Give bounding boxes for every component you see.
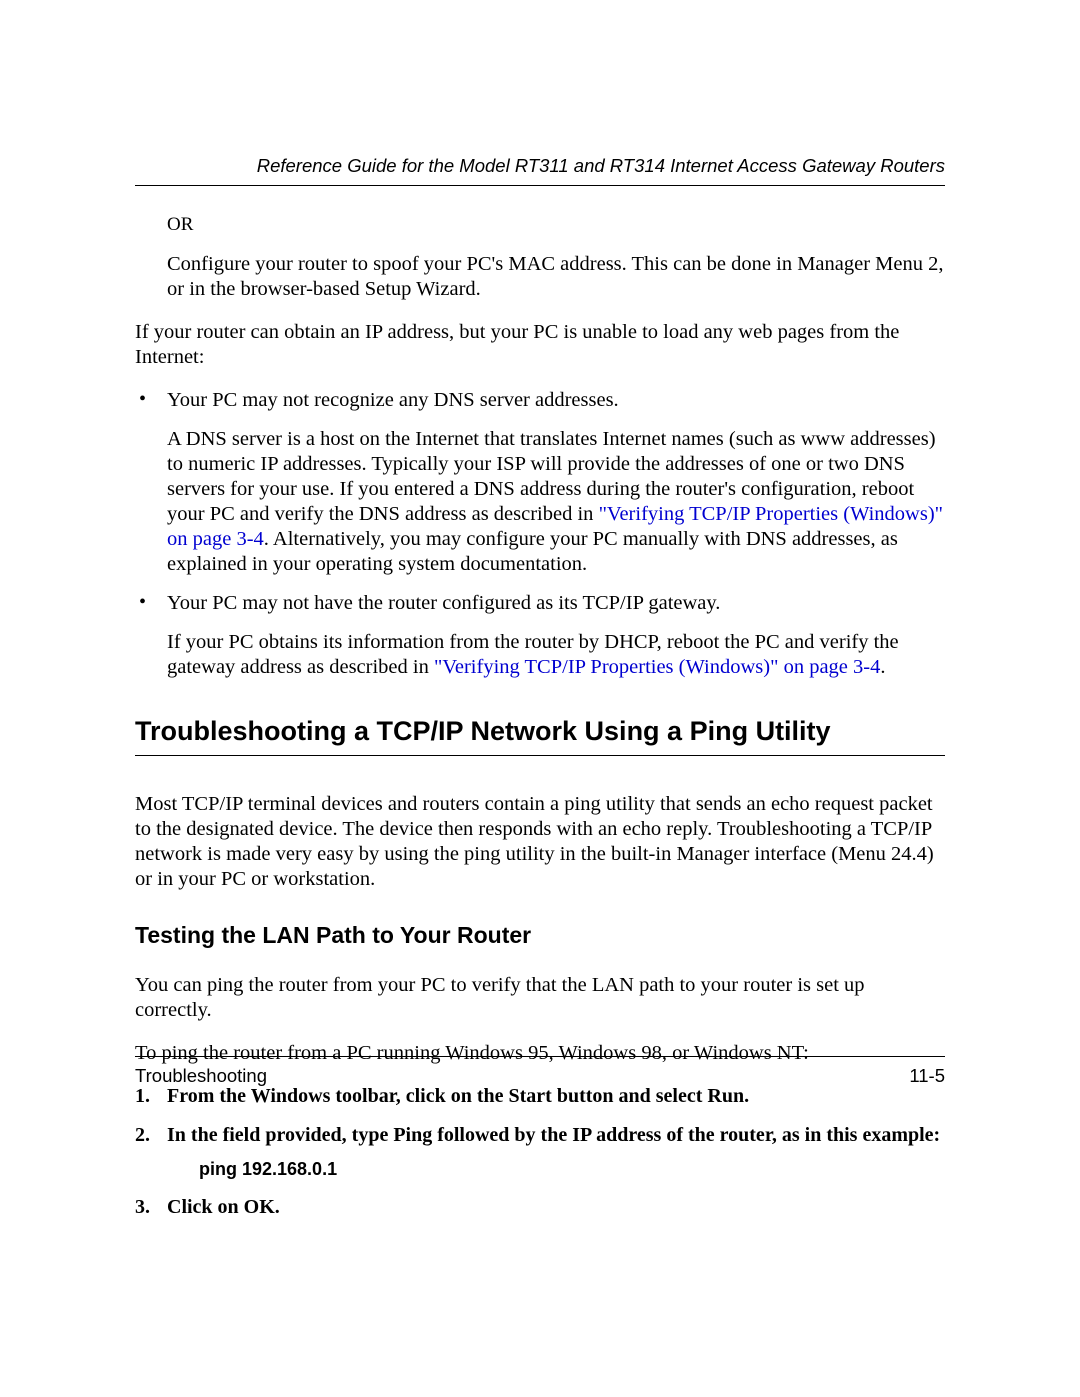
bullet-dns: Your PC may not recognize any DNS server… — [135, 388, 945, 577]
running-header: Reference Guide for the Model RT311 and … — [135, 155, 945, 186]
section-heading-ping: Troubleshooting a TCP/IP Network Using a… — [135, 716, 945, 756]
page-footer: Troubleshooting 11-5 — [135, 1056, 945, 1087]
step-1: 1. From the Windows toolbar, click on th… — [135, 1084, 945, 1109]
numbered-steps: 1. From the Windows toolbar, click on th… — [135, 1084, 945, 1220]
step-2-num: 2. — [135, 1123, 150, 1148]
step-2: 2. In the field provided, type Ping foll… — [135, 1123, 945, 1181]
subsection-heading-lan: Testing the LAN Path to Your Router — [135, 922, 945, 949]
spoof-paragraph: Configure your router to spoof your PC's… — [167, 252, 945, 302]
bullet-gateway-head: Your PC may not have the router configur… — [167, 591, 945, 616]
bullet-dns-body: A DNS server is a host on the Internet t… — [167, 427, 945, 577]
if-obtain-paragraph: If your router can obtain an IP address,… — [135, 320, 945, 370]
footer-page-number: 11-5 — [909, 1065, 945, 1087]
bullet-gateway-post: . — [880, 656, 885, 678]
step-3-text: Click on OK. — [167, 1196, 280, 1218]
ping-intro-paragraph: Most TCP/IP terminal devices and routers… — [135, 792, 945, 892]
step-3-num: 3. — [135, 1195, 150, 1220]
page-content: Reference Guide for the Model RT311 and … — [0, 0, 1080, 1220]
tcpip-properties-link-2[interactable]: "Verifying TCP/IP Properties (Windows)" … — [434, 656, 880, 678]
bullet-list: Your PC may not recognize any DNS server… — [135, 388, 945, 680]
or-label: OR — [167, 214, 945, 236]
bullet-dns-post: . Alternatively, you may configure your … — [167, 528, 898, 575]
ping-command: ping 192.168.0.1 — [199, 1158, 945, 1181]
bullet-gateway: Your PC may not have the router configur… — [135, 591, 945, 680]
step-3: 3. Click on OK. — [135, 1195, 945, 1220]
step-2-text: In the field provided, type Ping followe… — [167, 1124, 940, 1146]
step-1-num: 1. — [135, 1084, 150, 1109]
bullet-dns-head: Your PC may not recognize any DNS server… — [167, 388, 945, 413]
step-1-text: From the Windows toolbar, click on the S… — [167, 1085, 749, 1107]
bullet-gateway-body: If your PC obtains its information from … — [167, 630, 945, 680]
footer-section: Troubleshooting — [135, 1065, 267, 1087]
lan-para-1: You can ping the router from your PC to … — [135, 973, 945, 1023]
